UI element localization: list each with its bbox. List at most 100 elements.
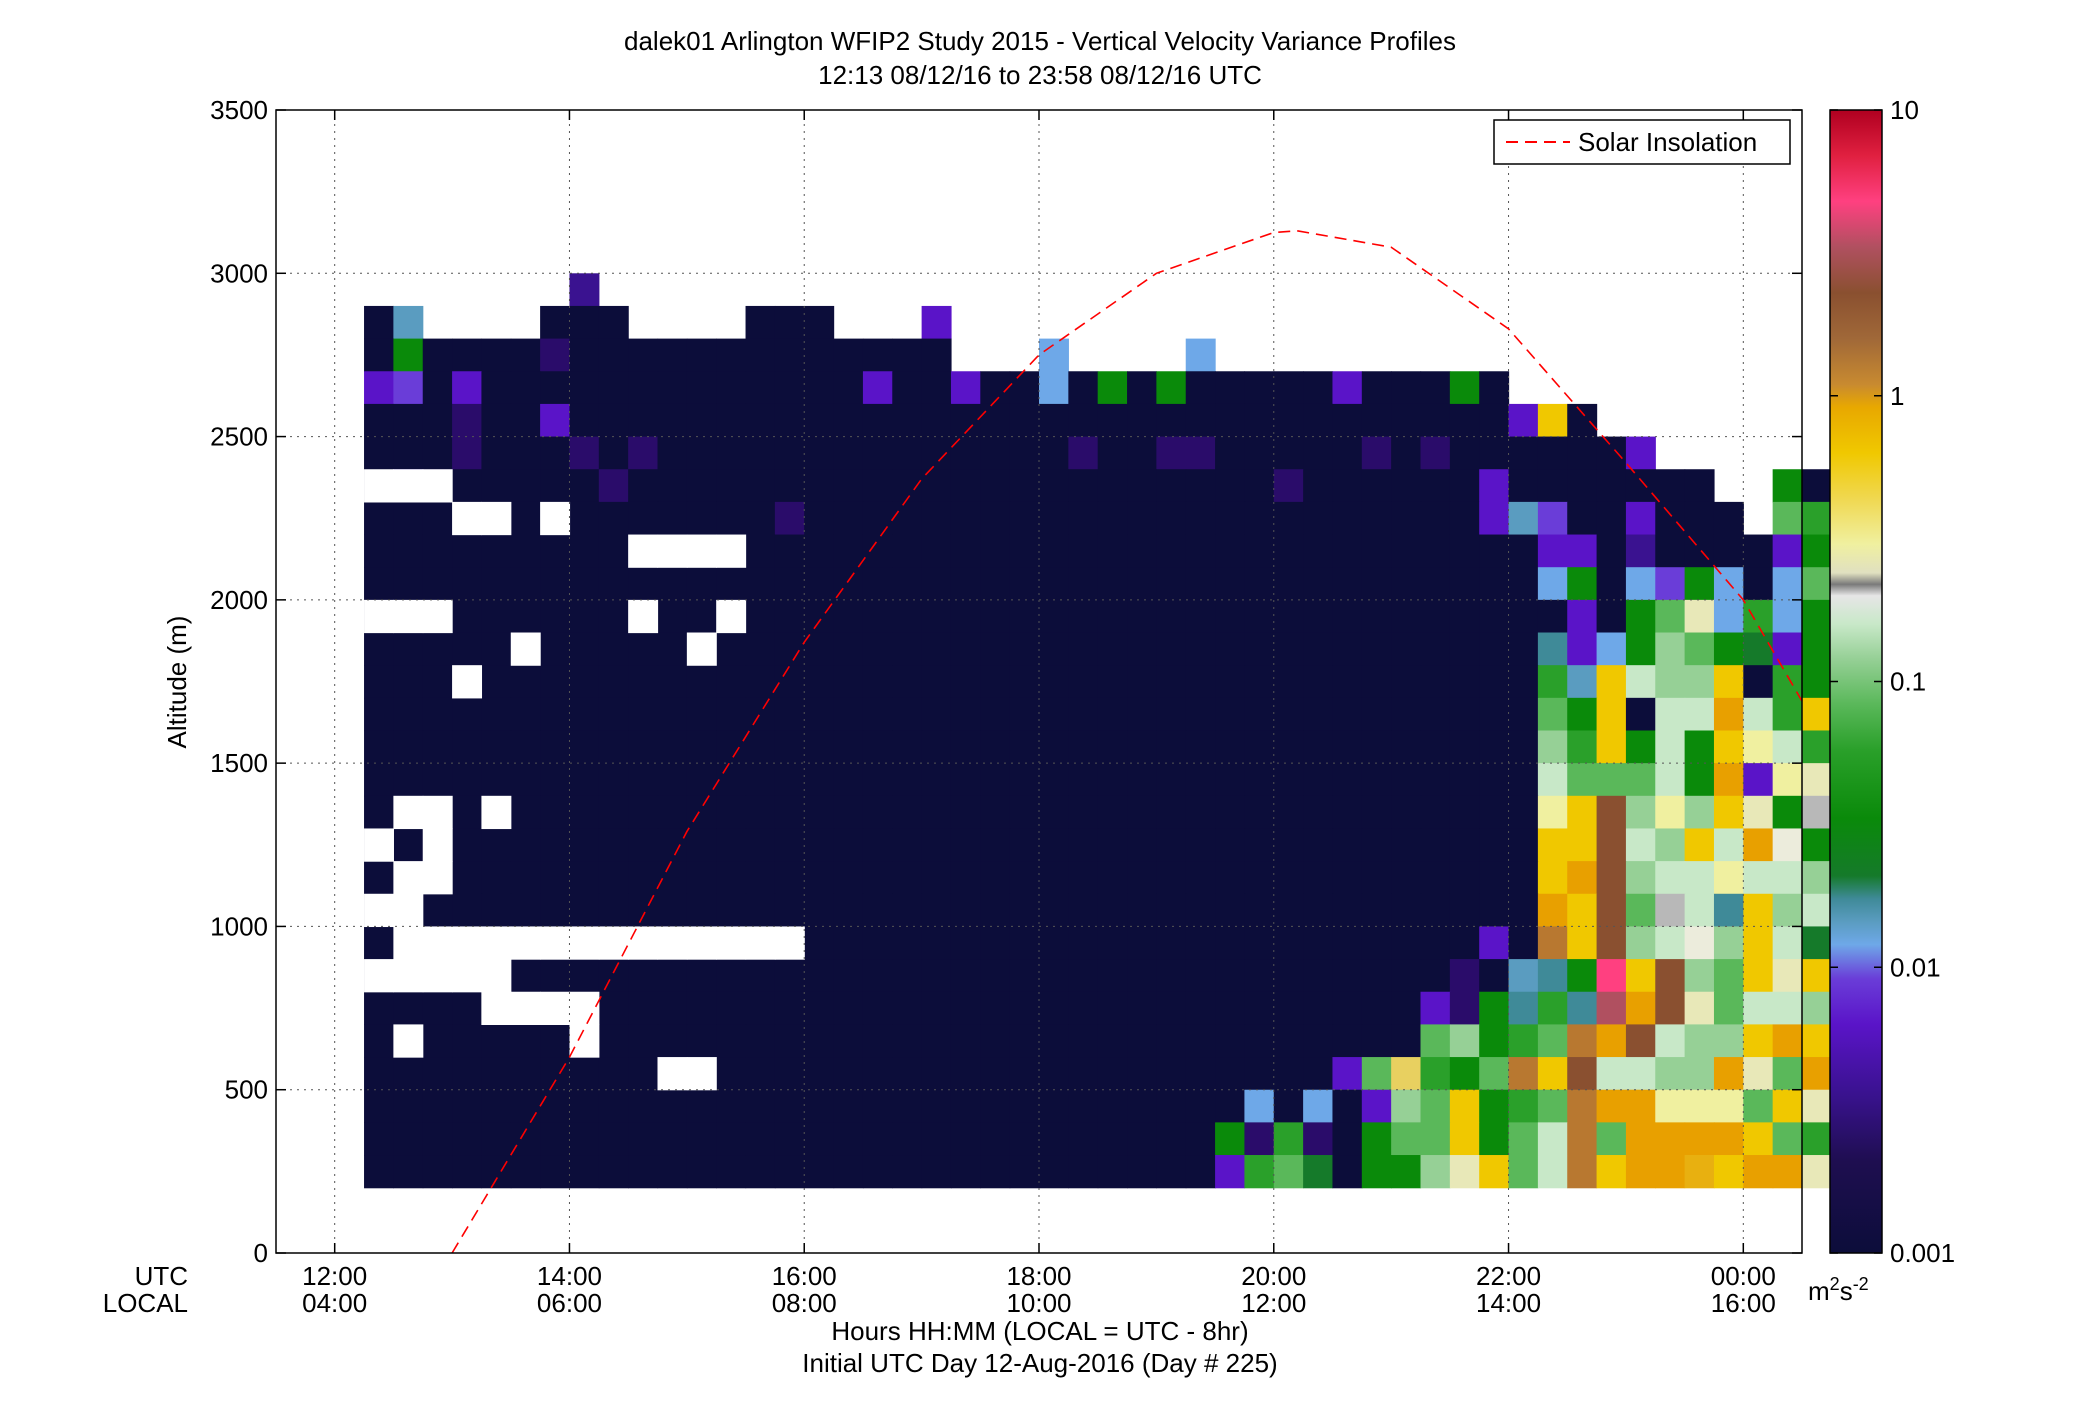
heatmap-cell xyxy=(1273,501,1304,536)
heatmap-cell xyxy=(1097,1024,1128,1058)
heatmap-gap-cell xyxy=(745,926,776,960)
heatmap-cell xyxy=(510,1155,541,1189)
heatmap-cell xyxy=(1449,828,1480,862)
heatmap-cell xyxy=(1596,861,1627,895)
heatmap-cell xyxy=(1508,1155,1539,1189)
heatmap-gap-cell xyxy=(686,632,717,666)
heatmap-cell xyxy=(1273,730,1304,764)
heatmap-cell xyxy=(1068,371,1099,405)
heatmap-cell xyxy=(1156,1089,1187,1123)
heatmap-cell xyxy=(364,1155,394,1189)
heatmap-cell xyxy=(980,763,1011,797)
heatmap-cell xyxy=(980,926,1011,960)
heatmap-cell xyxy=(921,305,952,340)
heatmap-cell xyxy=(1567,436,1598,470)
heatmap-cell xyxy=(950,893,981,928)
heatmap-cell xyxy=(1625,991,1656,1025)
heatmap-cell xyxy=(862,959,893,993)
heatmap-cell xyxy=(569,305,600,340)
heatmap-cell xyxy=(628,730,659,764)
heatmap-cell xyxy=(422,730,453,764)
heatmap-cell xyxy=(950,1155,981,1189)
heatmap-cell xyxy=(1684,534,1715,568)
heatmap-cell xyxy=(1303,599,1334,634)
heatmap-cell xyxy=(1449,991,1480,1025)
heatmap-cell xyxy=(1655,991,1686,1025)
x-axis-label-line2: Initial UTC Day 12-Aug-2016 (Day # 225) xyxy=(802,1348,1277,1378)
heatmap-cell xyxy=(1713,697,1744,732)
heatmap-gap-cell xyxy=(393,1024,424,1058)
heatmap-cell xyxy=(1625,926,1656,960)
heatmap-cell xyxy=(364,305,394,340)
heatmap-cell xyxy=(892,501,923,536)
heatmap-cell xyxy=(1244,763,1275,797)
heatmap-cell xyxy=(569,534,600,568)
heatmap-cell xyxy=(1039,1089,1069,1123)
heatmap-cell xyxy=(716,1122,747,1156)
heatmap-cell xyxy=(1391,599,1422,634)
heatmap-cell xyxy=(1009,926,1040,960)
heatmap-cell xyxy=(745,436,776,470)
colorbar-tick-label: 0.1 xyxy=(1890,667,1926,697)
heatmap-cell xyxy=(1420,534,1451,568)
heatmap-cell xyxy=(833,469,864,503)
heatmap-cell xyxy=(1156,828,1187,862)
heatmap-cell xyxy=(510,403,541,438)
heatmap-cell xyxy=(1156,763,1187,797)
heatmap-cell xyxy=(1215,959,1246,993)
heatmap-cell xyxy=(628,567,659,601)
heatmap-cell xyxy=(1391,436,1422,470)
heatmap-cell xyxy=(364,1122,394,1156)
heatmap-cell xyxy=(1802,1155,1832,1189)
heatmap-cell xyxy=(1449,534,1480,568)
heatmap-cell xyxy=(1479,926,1510,960)
heatmap-cell xyxy=(745,991,776,1025)
heatmap-gap-cell xyxy=(364,469,394,503)
heatmap-gap-cell xyxy=(510,991,541,1025)
heatmap-cell xyxy=(921,926,952,960)
heatmap-gap-cell xyxy=(393,926,424,960)
heatmap-cell xyxy=(569,501,600,536)
heatmap-gap-cell xyxy=(540,926,571,960)
heatmap-cell xyxy=(1743,991,1774,1025)
heatmap-cell xyxy=(1479,697,1510,732)
heatmap-cell xyxy=(364,403,394,438)
heatmap-cell xyxy=(950,795,981,830)
heatmap-cell xyxy=(1009,1024,1040,1058)
heatmap-cell xyxy=(1449,763,1480,797)
heatmap-cell xyxy=(1361,697,1392,732)
heatmap-cell xyxy=(892,1057,923,1091)
heatmap-cell xyxy=(1802,893,1832,928)
heatmap-cell xyxy=(862,730,893,764)
heatmap-cell xyxy=(1303,567,1334,601)
heatmap-cell xyxy=(1185,501,1216,536)
solar-insolation-curve xyxy=(451,229,1803,1254)
heatmap-cell xyxy=(1802,534,1832,568)
heatmap-cell xyxy=(1655,959,1686,993)
heatmap-cell xyxy=(540,1024,571,1058)
heatmap-cell xyxy=(745,632,776,666)
heatmap-cell xyxy=(1802,795,1832,830)
heatmap-cell xyxy=(1479,893,1510,928)
heatmap-cell xyxy=(1391,665,1422,699)
heatmap-cell xyxy=(1713,534,1744,568)
heatmap-cell xyxy=(1361,469,1392,503)
heatmap-gap-cell xyxy=(628,599,659,634)
heatmap-cell xyxy=(1039,501,1069,536)
heatmap-cell xyxy=(510,861,541,895)
heatmap-cell xyxy=(1537,959,1568,993)
heatmap-cell xyxy=(1537,534,1568,568)
heatmap-cell xyxy=(1068,861,1099,895)
heatmap-cell xyxy=(657,567,688,601)
heatmap-cell xyxy=(745,534,776,568)
heatmap-cell xyxy=(1479,1155,1510,1189)
heatmap-cell xyxy=(833,371,864,405)
heatmap-cell xyxy=(950,861,981,895)
heatmap-cell xyxy=(774,436,805,470)
heatmap-cell xyxy=(1185,371,1216,405)
heatmap-cell xyxy=(1743,665,1774,699)
heatmap-cell xyxy=(1244,861,1275,895)
heatmap-cell xyxy=(745,763,776,797)
heatmap-cell xyxy=(657,1122,688,1156)
heatmap-cell xyxy=(1244,1089,1275,1123)
